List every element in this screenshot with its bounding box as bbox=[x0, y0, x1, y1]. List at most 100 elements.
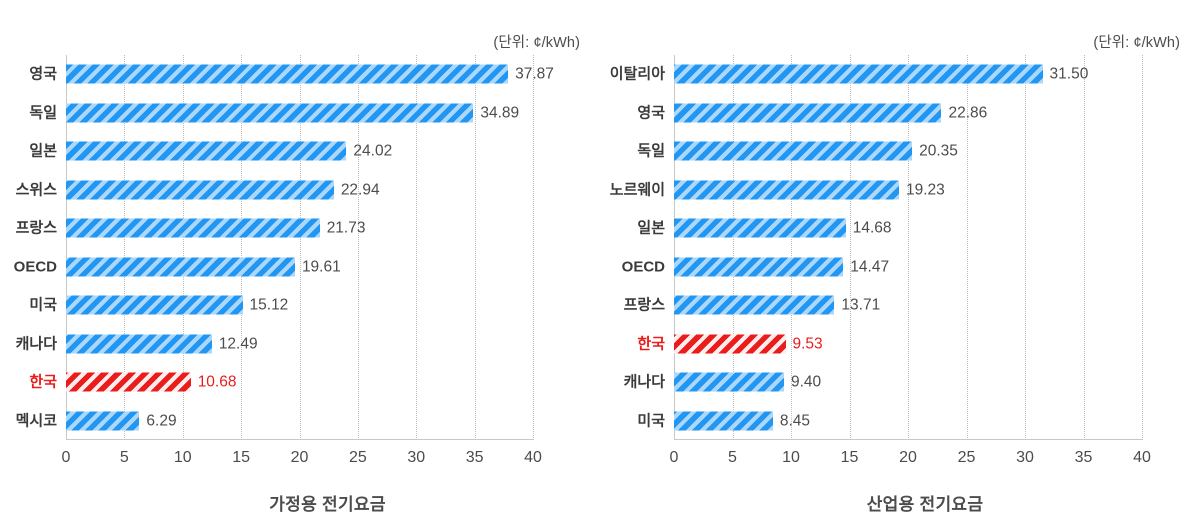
plot-area-industrial: 이탈리아 31.50 영국 22.86 독일 20.35 노르웨이 19.23 일본 14.68 O… bbox=[610, 55, 1151, 466]
bar bbox=[674, 411, 773, 431]
x-tick-label: 15 bbox=[840, 449, 859, 466]
unit-label-industrial: (단위: ¢/kWh) bbox=[1093, 35, 1180, 51]
bar-row: 영국 37.87 bbox=[29, 55, 554, 94]
bar-value-label: 31.50 bbox=[1049, 65, 1089, 83]
bar-value-label: 22.94 bbox=[340, 181, 380, 198]
gridline bbox=[182, 55, 184, 440]
bar-value-label: 14.47 bbox=[850, 258, 890, 275]
category-label: 일본 bbox=[29, 142, 57, 160]
bar-row: 스위스 22.94 bbox=[16, 171, 533, 210]
category-label: 노르웨이 bbox=[609, 181, 665, 199]
bar-row: 한국 10.68 bbox=[29, 363, 533, 402]
bar bbox=[674, 218, 846, 238]
gridline bbox=[1025, 55, 1026, 440]
bar-row: 캐나다 9.40 bbox=[624, 363, 1142, 402]
chart-title-industrial: 산업용 전기요금 bbox=[866, 495, 984, 514]
category-label: 일본 bbox=[637, 219, 665, 237]
plot-area-residential: 영국 37.87 독일 34.89 일본 24.02 스위스 22.94 프랑스 21.73 OEC… bbox=[14, 55, 554, 466]
bar bbox=[66, 64, 509, 84]
category-label: 미국 bbox=[29, 296, 57, 314]
category-label: OECD bbox=[13, 258, 57, 276]
category-label: 멕시코 bbox=[15, 412, 57, 430]
x-tick-label: 35 bbox=[465, 449, 484, 466]
x-tick-label: 20 bbox=[899, 449, 917, 466]
gridline bbox=[124, 55, 126, 440]
bar-row: 멕시코 6.29 bbox=[16, 402, 533, 441]
bar bbox=[66, 141, 347, 161]
gridline bbox=[1142, 55, 1143, 440]
bar-value-label: 10.68 bbox=[197, 373, 237, 391]
category-label: 프랑스 bbox=[15, 219, 57, 237]
category-label: 독일 bbox=[637, 142, 665, 160]
x-tick-label: 15 bbox=[232, 449, 251, 466]
bar bbox=[66, 257, 295, 277]
category-label: 미국 bbox=[637, 412, 665, 430]
bar-value-label: 19.23 bbox=[905, 181, 945, 198]
bar-value-label: 6.29 bbox=[146, 412, 177, 429]
x-tick-label: 25 bbox=[348, 449, 367, 466]
gridline bbox=[357, 55, 359, 440]
category-label: 캐나다 bbox=[623, 373, 665, 391]
gridline bbox=[1083, 55, 1085, 440]
bar-value-label: 22.86 bbox=[948, 104, 988, 121]
bar-row: OECD 14.47 bbox=[622, 248, 1142, 287]
x-tick-label: 25 bbox=[957, 449, 976, 466]
x-tick-label: 40 bbox=[524, 449, 542, 466]
bar-value-label: 21.73 bbox=[326, 219, 366, 237]
chart-panel-industrial: (단위: ¢/kWh) 이탈리아 31.50 영국 22.86 독일 20.35 노르웨이 1… bbox=[600, 0, 1200, 525]
gridline bbox=[849, 55, 851, 440]
bar-value-label: 9.40 bbox=[790, 373, 822, 391]
bar-row: 일본 14.68 bbox=[637, 209, 1142, 248]
bar-value-label: 8.45 bbox=[779, 412, 811, 429]
bar-value-label: 12.49 bbox=[218, 335, 258, 352]
bar-value-label: 20.35 bbox=[919, 142, 958, 160]
bar-row: 이탈리아 31.50 bbox=[610, 55, 1142, 94]
gridline bbox=[533, 55, 534, 440]
x-tick-label: 0 bbox=[669, 449, 679, 466]
bar bbox=[66, 103, 474, 123]
x-tick-label: 35 bbox=[1074, 449, 1093, 466]
bar bbox=[674, 64, 1043, 84]
bar-row: 독일 20.35 bbox=[637, 132, 1142, 171]
bar bbox=[674, 180, 899, 200]
bar-row: 미국 15.12 bbox=[29, 286, 533, 325]
bar-row: 프랑스 13.71 bbox=[624, 286, 1142, 325]
bar-value-label: 34.89 bbox=[480, 104, 520, 121]
unit-label-residential: (단위: ¢/kWh) bbox=[493, 35, 580, 51]
bar-value-label: 9.53 bbox=[792, 335, 823, 352]
bar bbox=[674, 257, 844, 277]
bar-value-label: 37.87 bbox=[515, 65, 554, 83]
bar-value-label: 24.02 bbox=[353, 142, 393, 160]
x-tick-label: 30 bbox=[1016, 449, 1034, 466]
x-tick-label: 10 bbox=[173, 449, 192, 466]
bar bbox=[66, 411, 140, 431]
category-label: 한국 bbox=[29, 373, 57, 391]
x-tick-label: 10 bbox=[782, 449, 800, 466]
gridline bbox=[791, 55, 792, 440]
gridline bbox=[299, 55, 301, 440]
bar-row: 독일 34.89 bbox=[29, 94, 533, 133]
chart-title-residential: 가정용 전기요금 bbox=[269, 495, 386, 514]
bar-value-label: 19.61 bbox=[301, 258, 341, 275]
category-label: 독일 bbox=[29, 104, 57, 122]
bar-row: 미국 8.45 bbox=[637, 402, 1142, 441]
bar-row: 한국 9.53 bbox=[637, 325, 1142, 364]
bar bbox=[674, 103, 942, 123]
bar-row: 영국 22.86 bbox=[637, 94, 1142, 133]
category-label: OECD bbox=[621, 258, 665, 276]
category-label: 캐나다 bbox=[15, 335, 57, 353]
category-label: 영국 bbox=[637, 104, 665, 122]
gridline bbox=[908, 55, 909, 440]
bar-row: 프랑스 21.73 bbox=[16, 209, 533, 248]
category-label: 이탈리아 bbox=[609, 65, 665, 83]
gridline bbox=[241, 55, 243, 440]
bar-row: 캐나다 12.49 bbox=[16, 325, 533, 364]
bar-row: OECD 19.61 bbox=[14, 248, 533, 287]
x-tick-label: 30 bbox=[407, 449, 426, 466]
bar-value-label: 13.71 bbox=[841, 296, 881, 314]
bar-row: 일본 24.02 bbox=[29, 132, 533, 171]
bar bbox=[66, 295, 243, 315]
gridline bbox=[474, 55, 476, 440]
chart-panel-residential: (단위: ¢/kWh) 영국 37.87 독일 34.89 일본 24.02 스위스 22.9… bbox=[14, 35, 580, 514]
bar-value-label: 15.12 bbox=[249, 296, 289, 314]
